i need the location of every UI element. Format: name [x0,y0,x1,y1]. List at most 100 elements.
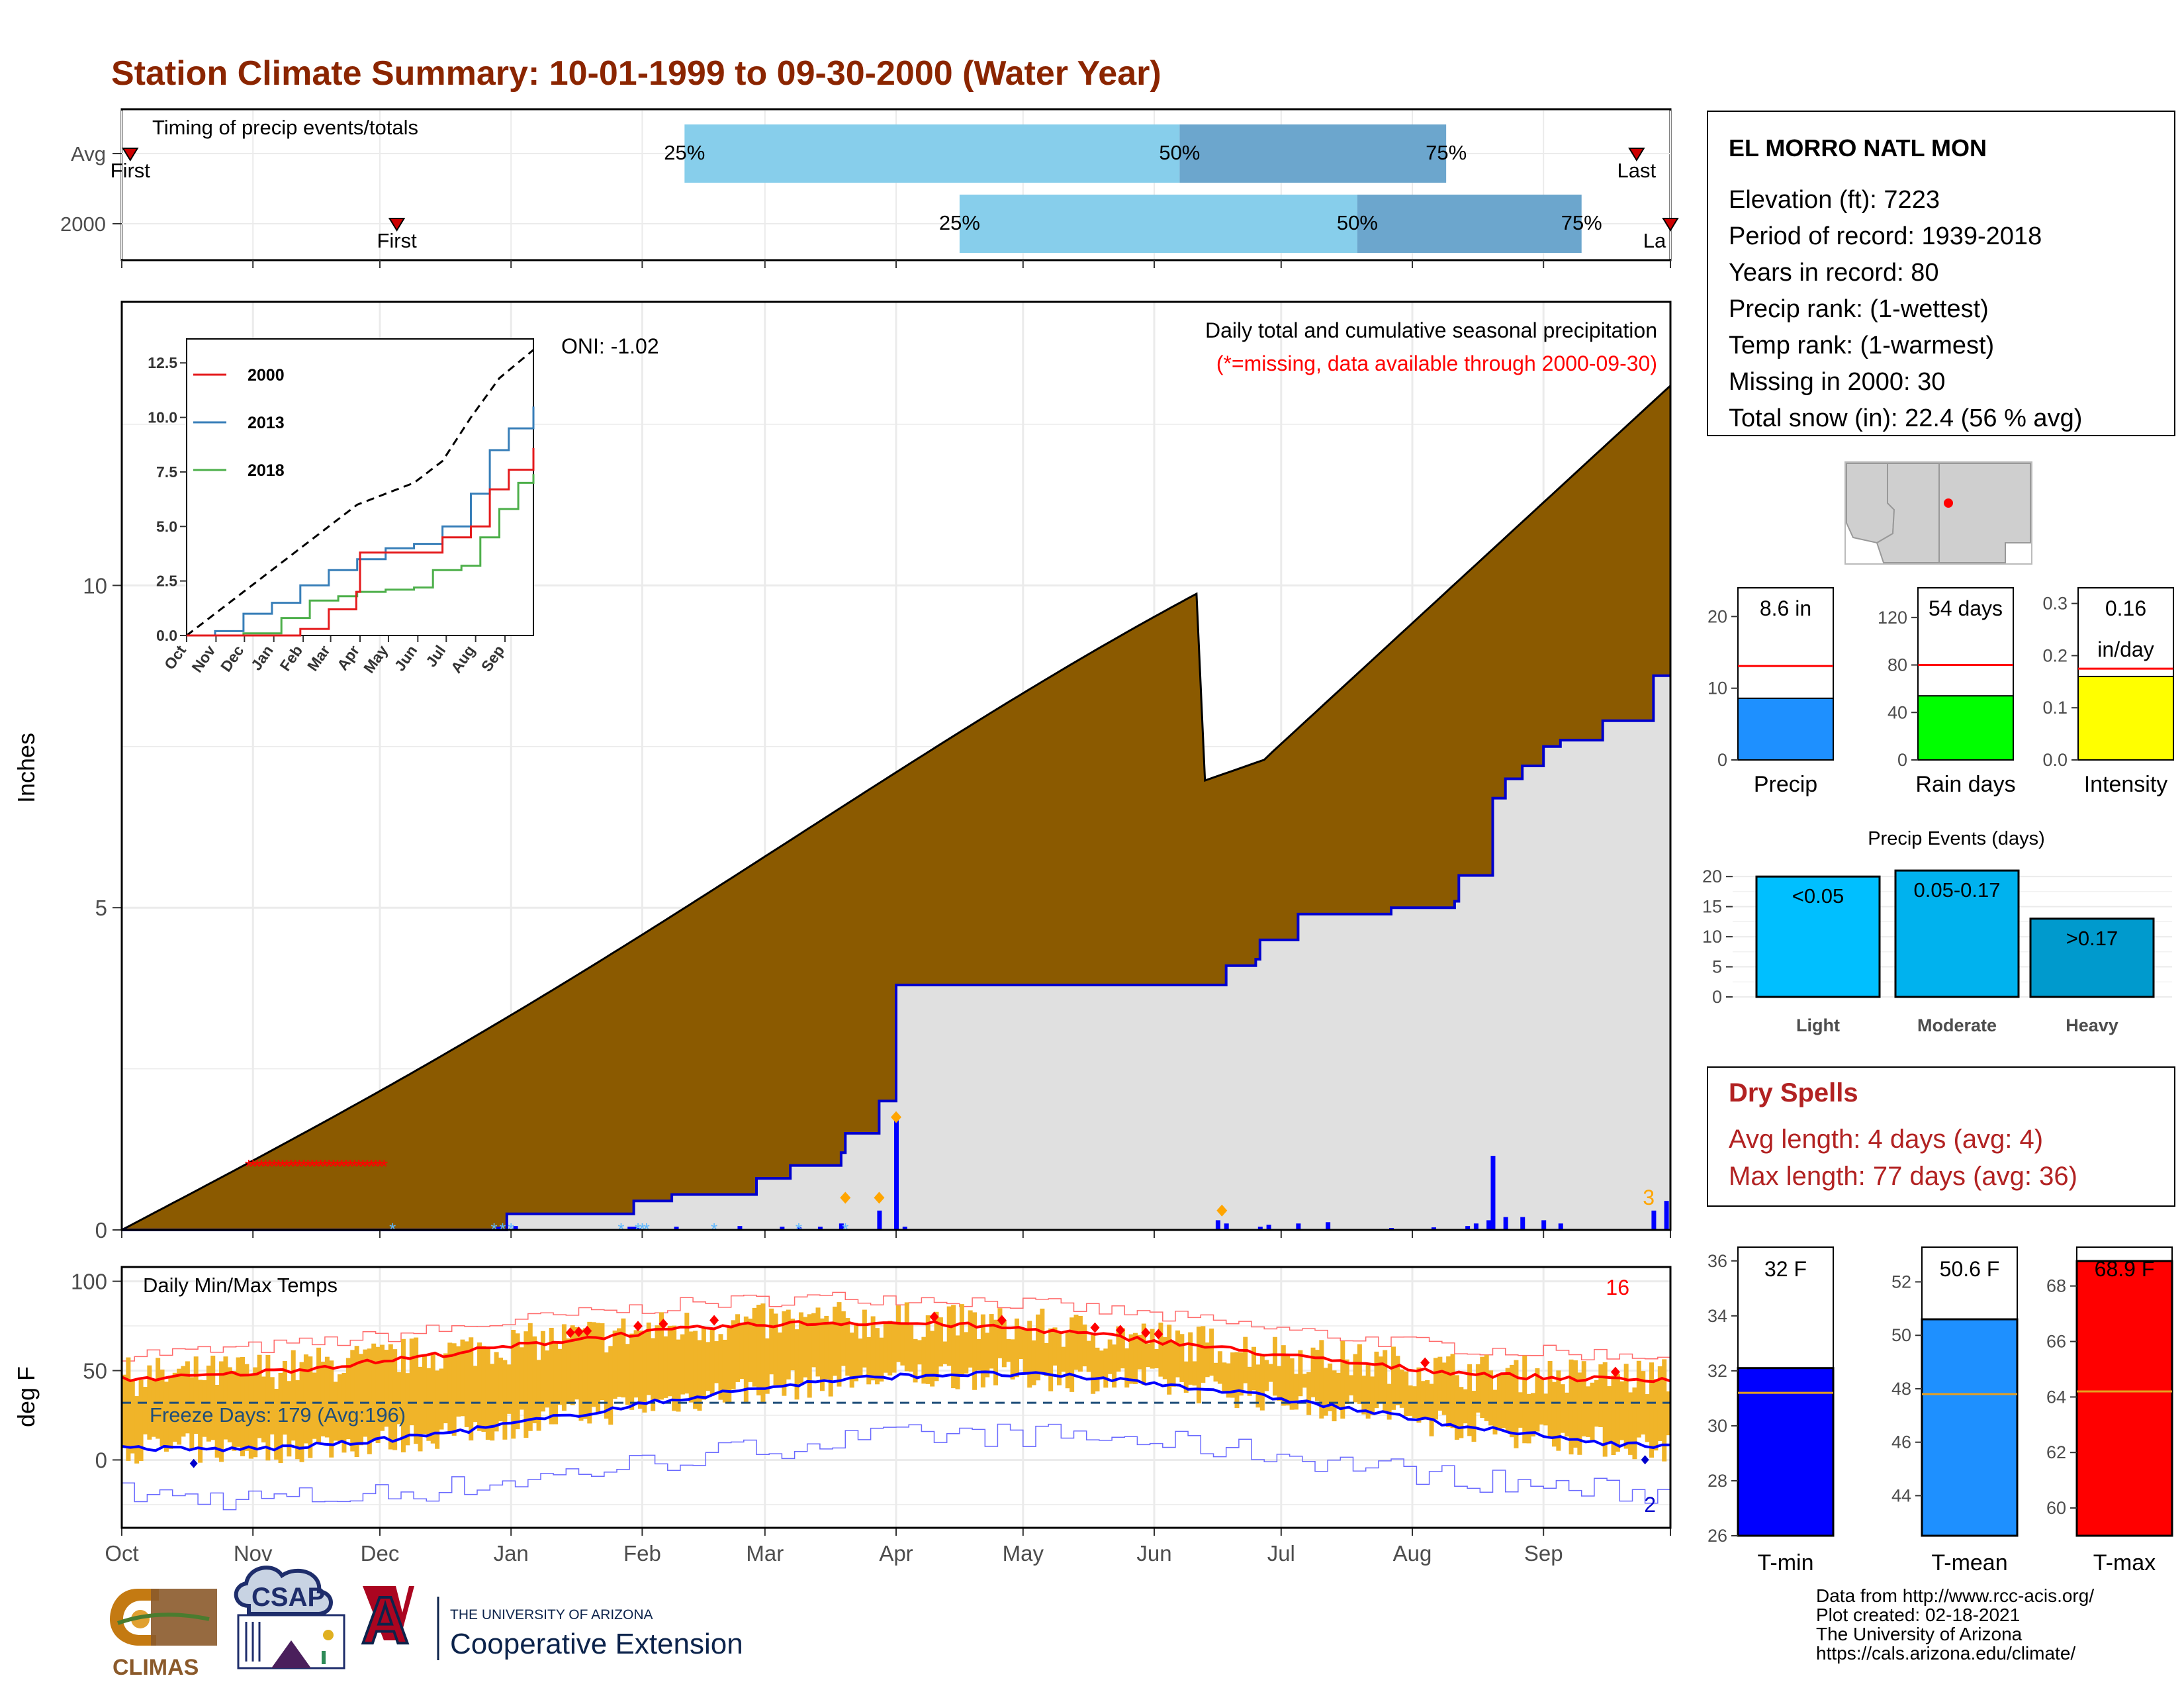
daily-temp-bar [621,1318,626,1398]
daily-temp-bar [1213,1362,1218,1382]
daily-precip-bar [1541,1220,1547,1230]
daily-temp-bar [697,1340,702,1411]
daily-temp-bar [1577,1372,1582,1455]
temp-y-tick-label: 100 [71,1270,107,1294]
dry-spells-title: Dry Spells [1729,1078,1858,1107]
daily-temp-bar [879,1337,884,1382]
daily-temp-bar [997,1308,1003,1358]
daily-temp-bar [798,1312,803,1383]
precip-y-tick-label: 10 [83,573,107,598]
daily-temp-bar [993,1319,999,1385]
daily-temp-bar [189,1377,195,1450]
last-event-marker [1662,218,1679,232]
missing-data-mark: * [330,1156,338,1178]
daily-temp-bar [655,1325,660,1401]
daily-temp-bar [1141,1323,1146,1385]
month-label: Feb [623,1541,661,1566]
daily-temp-bar [578,1329,584,1421]
daily-temp-bar [329,1360,334,1458]
daily-temp-bar [1391,1346,1396,1410]
daily-temp-bar [841,1311,846,1366]
missing-data-mark: * [325,1156,333,1178]
daily-temp-bar [1196,1327,1201,1404]
daily-temp-bar [714,1341,719,1383]
daily-temp-bar [1010,1339,1015,1380]
daily-temp-bar [210,1355,216,1440]
daily-temp-bar [1306,1372,1312,1415]
month-label: Aug [1393,1541,1432,1566]
temp-bar-t-max: 68.9 F 60 62 64 66 68 T-max [2046,1246,2173,1575]
daily-temp-bar [663,1336,668,1398]
daily-temp-bar [743,1316,749,1403]
daily-precip-bar [1257,1227,1263,1230]
daily-temp-bar [1226,1363,1231,1398]
daily-temp-bar [1353,1354,1358,1403]
events-y-tick-label: 20 [1702,867,1722,886]
daily-temp-bar [138,1380,144,1461]
daily-temp-bar [760,1303,766,1403]
heavy-event-marker [840,1192,851,1204]
daily-precip-bar [1558,1223,1563,1230]
daily-temp-bar [1183,1361,1189,1393]
precip-y-tick-label: 5 [95,896,107,920]
daily-temp-bar [1565,1392,1570,1437]
daily-temp-bar [1077,1315,1083,1372]
timing-pct-25: 25% [939,211,980,234]
daily-temp-bar [1107,1339,1113,1374]
credit-line: https://cals.arizona.edu/climate/ [1816,1643,2075,1664]
timing-pct-25: 25% [664,141,705,164]
daily-temp-bar [532,1336,537,1424]
daily-temp-bar [198,1380,203,1463]
daily-temp-bar [1484,1354,1489,1421]
daily-temp-bar [1035,1314,1040,1381]
daily-temp-bar [253,1367,258,1458]
daily-temp-bar [684,1313,690,1394]
daily-temp-bar [667,1325,672,1397]
daily-temp-bar [1167,1325,1172,1395]
daily-precip-bar [1490,1156,1496,1230]
mini-bar-y-tick-label: 20 [1707,606,1727,626]
daily-temp-bar [909,1325,914,1372]
daily-temp-bar [1370,1376,1375,1415]
daily-temp-bar [341,1372,347,1453]
daily-temp-bar [1091,1333,1096,1394]
hot-count: 16 [1606,1276,1629,1299]
daily-temp-bar [773,1313,778,1385]
daily-precip-bar [796,1227,801,1230]
daily-temp-bar [185,1361,190,1434]
daily-precip-bar [877,1210,882,1230]
station-info-line: Years in record: 80 [1729,259,1939,287]
daily-temp-bar [985,1333,990,1378]
mini-bar-y-tick-label: 0.0 [2042,750,2068,770]
daily-temp-bar [1319,1340,1324,1419]
daily-temp-bar [506,1364,512,1414]
daily-temp-bar [130,1380,135,1454]
daily-temp-bar [1103,1348,1109,1388]
daily-temp-bar [896,1305,901,1362]
daily-temp-bar [1501,1372,1506,1429]
missing-data-mark: * [334,1156,341,1178]
temp-bar-value [2075,1260,2173,1537]
daily-temp-bar [181,1366,186,1437]
daily-temp-bar [240,1357,246,1456]
record-high-marker [565,1327,575,1338]
daily-temp-bar [443,1353,448,1424]
daily-temp-bar [600,1323,605,1401]
daily-temp-bar [1657,1366,1662,1442]
mini-bar-value [1917,695,2014,761]
mini-bar-label: 54 days [1929,596,2003,620]
daily-temp-bar [972,1312,978,1390]
logos: CLIMAS CSAP A THE UNIVERSITY OF ARIZONA … [110,1566,743,1680]
credit-line: Data from http://www.rcc-acis.org/ [1816,1585,2094,1606]
daily-temp-bar [722,1339,727,1403]
month-label: Sep [1524,1541,1563,1566]
daily-temp-bar [367,1348,372,1454]
daily-temp-bar [219,1361,224,1462]
daily-temp-bar [134,1396,140,1464]
credit-line: The University of Arizona [1816,1624,2023,1644]
observed-cumulative-precip-area [122,675,1670,1230]
daily-temp-bar [282,1360,287,1435]
temp-y-tick-label: 50 [83,1359,107,1383]
daily-temp-bar [540,1331,545,1412]
